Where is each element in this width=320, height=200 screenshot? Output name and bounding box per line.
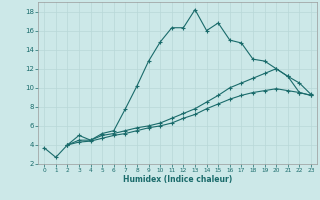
X-axis label: Humidex (Indice chaleur): Humidex (Indice chaleur)	[123, 175, 232, 184]
